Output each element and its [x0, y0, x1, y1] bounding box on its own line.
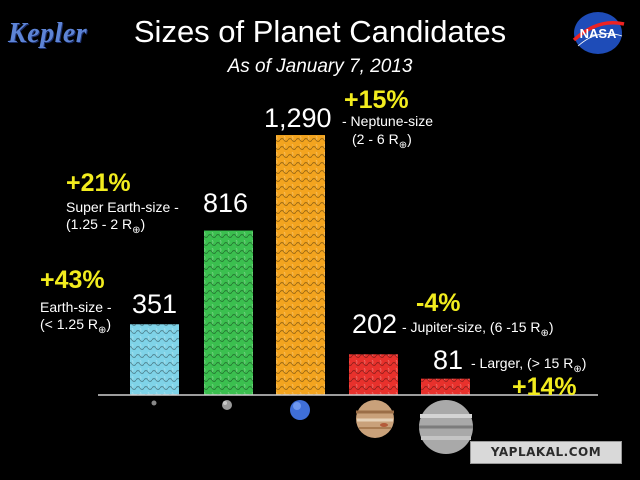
bar-jupiter-size [349, 354, 398, 395]
earth-size-value: 351 [132, 289, 178, 319]
earth-radius-symbol: ⊕ [540, 327, 549, 339]
bar-earth-size [130, 324, 179, 395]
bar-super-earth-size [204, 230, 253, 395]
earth-size-label: Earth-size - [40, 299, 112, 315]
neptune-size-range: (2 - 6 R⊕) [352, 131, 412, 151]
nasa-logo: NASA [572, 12, 625, 54]
earth-radius-symbol: ⊕ [573, 363, 582, 375]
super-earth-planet-icon [222, 400, 232, 410]
bar-neptune-size [276, 135, 325, 395]
nasa-logo-text: NASA [580, 26, 617, 41]
jupiter-size-label: - Jupiter-size, (6 -15 R⊕) [402, 319, 554, 339]
earth-size-range: (< 1.25 R⊕) [40, 316, 112, 336]
jupiter-size-change: -4% [416, 289, 461, 317]
larger-planet-icon [419, 400, 473, 454]
bar-larger [421, 378, 470, 395]
larger-size-value: 81 [433, 345, 464, 375]
chart-title: Sizes of Planet Candidates [133, 14, 507, 49]
jupiter-size-value: 202 [352, 309, 398, 339]
neptune-size-label: - Neptune-size [342, 113, 434, 129]
earth-size-change: +43% [40, 266, 105, 294]
super-earth-label: Super Earth-size - [66, 199, 179, 215]
larger-size-change: +14% [512, 373, 577, 401]
super-earth-value: 816 [203, 188, 249, 218]
kepler-logo: Kepler [8, 18, 88, 49]
chart-subtitle: As of January 7, 2013 [227, 56, 413, 77]
earth-radius-symbol: ⊕ [132, 224, 141, 236]
jupiter-planet-icon [356, 400, 394, 438]
super-earth-change: +21% [66, 169, 131, 197]
neptune-planet-icon [290, 400, 310, 420]
earth-size-planet-icon [151, 400, 157, 406]
neptune-size-change: +15% [344, 86, 409, 114]
watermark: YAPLAKAL.COM [470, 441, 622, 464]
larger-size-label: - Larger, (> 15 R⊕) [471, 355, 587, 375]
neptune-size-value: 1,290 [264, 103, 332, 133]
earth-radius-symbol: ⊕ [97, 324, 107, 336]
super-earth-range: (1.25 - 2 R⊕) [66, 216, 146, 236]
earth-radius-symbol: ⊕ [398, 139, 408, 151]
